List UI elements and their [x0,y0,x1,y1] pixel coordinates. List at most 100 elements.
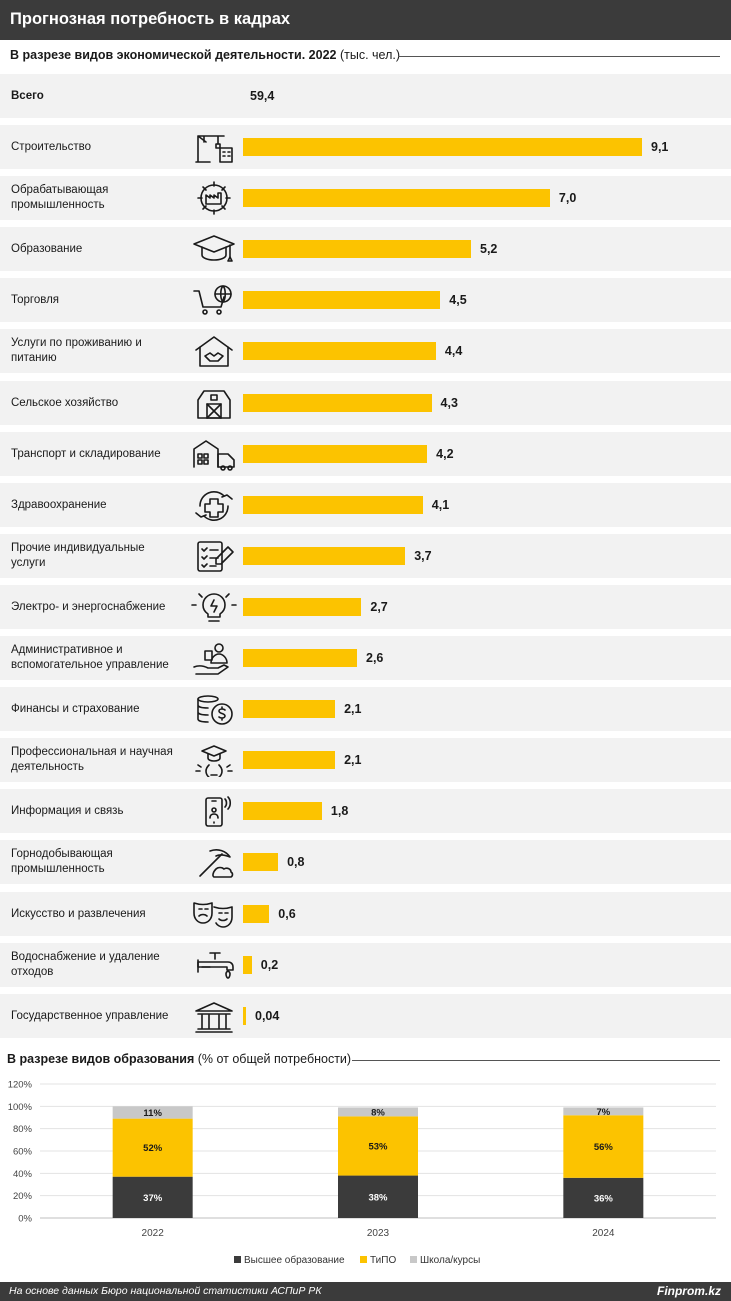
industry-row: Информация и связь 1,8 [0,789,731,833]
legend-label: Школа/курсы [420,1255,480,1266]
industry-bar [243,802,322,820]
industry-label: Транспорт и складирование [11,447,161,460]
legend-swatch [360,1256,367,1263]
industry-bar [243,700,336,718]
industry-bar [243,649,357,667]
legend-label: Высшее образование [244,1254,345,1266]
industry-value-label: 4,1 [431,498,450,512]
industry-bar [243,598,362,616]
industry-label: Административное и вспомогательное управл… [11,644,169,671]
segment-value-label: 11% [143,1108,162,1119]
industry-value-label: 0,2 [260,958,279,972]
industry-label: Услуги по проживанию и питанию [11,337,142,364]
stack-segment [112,1118,193,1177]
stack-segment [563,1115,644,1178]
industry-value-label: 4,2 [436,447,454,461]
industry-row: Водоснабжение и удаление отходов 0,2 [0,943,731,987]
pickaxe-icon [190,845,238,879]
footer-bar: На основе данных Бюро национальной стати… [0,1282,731,1301]
industry-value-label: 3,7 [414,549,432,563]
industry-label: Государственное управление [11,1009,169,1022]
industry-value-label: 4,5 [449,293,467,307]
crane-building-icon [190,130,238,164]
segment-value-label: 8% [371,1107,385,1118]
brand-logo: Finprom.kz [656,1284,721,1298]
stack-segment [563,1107,644,1116]
y-tick-label: 40% [13,1169,33,1180]
industry-label: Образование [11,242,83,255]
industry-row: Прочие индивидуальные услуги 3,7 [0,534,731,578]
industry-label: Информация и связь [11,804,124,817]
government-building-icon [190,999,238,1033]
segment-value-label: 37% [143,1193,163,1204]
industry-value-label: 2,7 [370,600,388,614]
industry-bar [243,342,436,360]
legend-swatch [410,1256,417,1263]
smartphone-icon [190,794,238,828]
industry-label: Строительство [11,140,92,153]
industry-row: Сельское хозяйство 4,3 [0,381,731,425]
section2-divider [352,1060,720,1061]
industry-row: Профессиональная и научная деятельность 2,… [0,738,731,782]
checklist-pen-icon [190,539,238,573]
industry-label: Горнодобывающая промышленность [11,848,113,875]
legend-swatch [234,1256,241,1263]
industry-row: Здравоохранение 4,1 [0,483,731,527]
industry-bar [243,853,279,871]
industry-value-label: 1,8 [330,804,349,818]
industry-value-label: 5,2 [480,242,498,256]
industry-label: Водоснабжение и удаление отходов [11,951,160,978]
segment-value-label: 36% [594,1193,614,1204]
segment-value-label: 7% [596,1107,610,1118]
section1-title: В разрезе видов экономической деятельнос… [10,48,400,62]
x-tick-label: 2024 [592,1228,615,1239]
industry-value-label: 2,1 [344,753,362,767]
industry-row: Транспорт и складирование 4,2 [0,432,731,476]
coins-dollar-icon [190,692,238,726]
industry-bar [243,496,423,514]
stack-segment [338,1175,418,1218]
stack-segment [338,1107,418,1117]
page-title: Прогнозная потребность в кадрах [10,10,291,28]
industry-label: Электро- и энергоснабжение [11,600,166,613]
shopping-cart-globe-icon [190,283,238,317]
industry-bar [243,394,432,412]
stack-segment [338,1116,418,1176]
header-bar: Прогнозная потребность в кадрах [0,0,731,40]
industry-bar [243,189,550,207]
industry-label: Сельское хозяйство [11,396,119,409]
graduation-cap-icon [190,232,238,266]
section1-title-main: В разрезе видов экономической деятельнос… [10,48,337,62]
stack-segment [563,1177,644,1218]
industry-row: Электро- и энергоснабжение 2,7 [0,585,731,629]
x-tick-label: 2023 [367,1228,390,1239]
industry-value-label: 0,6 [278,907,296,921]
industry-row: Услуги по проживанию и питанию 4,4 [0,329,731,373]
industry-row: Обрабатывающая промышленность 7,0 [0,176,731,220]
industry-bar [243,291,441,309]
total-label: Всего [11,89,44,102]
y-tick-label: 120% [8,1080,33,1091]
section2-title: В разрезе видов образования (% от общей … [7,1052,351,1066]
industry-bar [243,751,336,769]
factory-gear-icon [190,181,238,215]
industry-label: Искусство и развлечения [11,907,146,920]
source-note: На основе данных Бюро национальной стати… [9,1285,322,1297]
industry-bar [243,547,406,565]
x-tick-label: 2022 [142,1228,165,1239]
y-tick-label: 20% [13,1191,33,1202]
industry-bar [243,905,270,923]
industry-row: Государственное управление 0,04 [0,994,731,1038]
barn-icon [190,386,238,420]
warehouse-truck-icon [190,437,238,471]
industry-value-label: 2,6 [366,651,384,665]
industry-row: Финансы и страхование 2,1 [0,687,731,731]
water-tap-icon [190,948,238,982]
industry-row: Торговля 4,5 [0,278,731,322]
y-tick-label: 80% [13,1124,33,1135]
industry-label: Прочие индивидуальные услуги [11,542,145,569]
section1-divider [398,56,720,57]
segment-value-label: 52% [143,1143,163,1154]
industry-value-label: 9,1 [651,140,669,154]
industry-label: Здравоохранение [11,498,107,511]
